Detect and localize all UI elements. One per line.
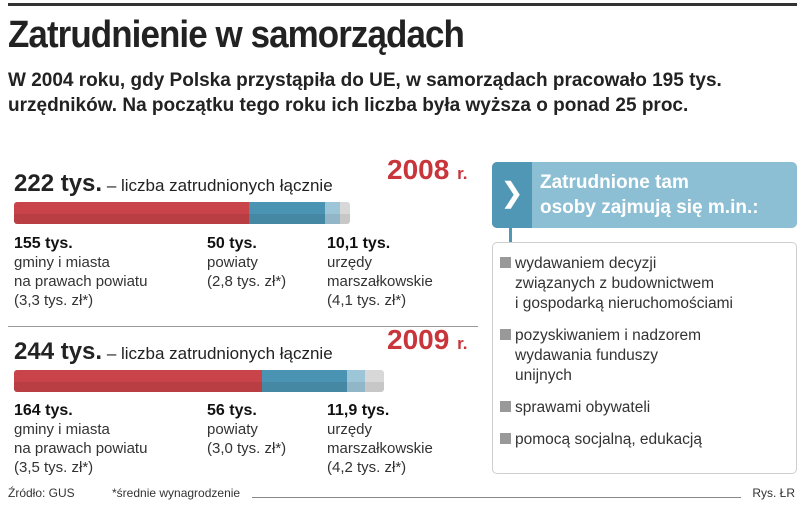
item-text: związanych z budownictwem — [515, 275, 715, 292]
label-gminy-2009: 164 tys. gminy i miasta na prawach powiatu… — [14, 401, 147, 477]
name: urzędy — [327, 254, 373, 271]
total-label: – liczba zatrudnionych łącznie — [106, 176, 333, 195]
salary: (4,2 tys. zł*) — [327, 459, 407, 476]
total-value: 244 tys. — [14, 338, 103, 365]
item-text: unijnych — [515, 367, 572, 384]
item-text: wydawaniem decyzji — [515, 255, 657, 272]
list-item: sprawami obywateli — [500, 398, 790, 418]
name: na prawach powiatu — [14, 440, 148, 457]
page-title: Zatrudnienie w samorządach — [8, 14, 465, 56]
value: 164 tys. — [14, 402, 73, 419]
bullet-icon — [500, 401, 511, 412]
salary: (3,3 tys. zł*) — [14, 292, 94, 309]
side-panel-header — [492, 162, 797, 228]
name: marszałkowskie — [327, 440, 433, 457]
name: marszałkowskie — [327, 273, 433, 290]
value: 56 tys. — [207, 402, 257, 419]
name: powiaty — [207, 421, 258, 438]
year-2009: 2009 r. — [387, 324, 467, 356]
total-value: 222 tys. — [14, 170, 103, 197]
total-2009: 244 tys. – liczba zatrudnionych łącznie — [14, 338, 333, 366]
source: Źródło: GUS — [8, 486, 75, 500]
value: 50 tys. — [207, 235, 257, 252]
year-2008: 2008 r. — [387, 154, 467, 186]
name: urzędy — [327, 421, 373, 438]
year-suffix: r. — [457, 334, 468, 353]
list-item: wydawaniem decyzji związanych z budownict… — [500, 254, 790, 314]
label-urzedy-2009: 11,9 tys. urzędy marszałkowskie (4,2 tys. z… — [327, 401, 433, 477]
bar-segment-2 — [347, 370, 366, 392]
footer-rule — [252, 497, 741, 498]
salary: (2,8 tys. zł*) — [207, 273, 287, 290]
total-2008: 222 tys. – liczba zatrudnionych łącznie — [14, 170, 333, 198]
salary: (3,0 tys. zł*) — [207, 440, 287, 457]
top-rule — [8, 3, 797, 6]
bullet-icon — [500, 257, 511, 268]
title-line: Zatrudnione tam — [540, 172, 689, 193]
item-text: i gospodarką nieruchomościami — [515, 295, 733, 312]
total-label: – liczba zatrudnionych łącznie — [106, 344, 333, 363]
bar-segment-0 — [14, 202, 249, 224]
credit: Rys. ŁR — [752, 486, 795, 500]
item-text: sprawami obywateli — [515, 399, 651, 416]
bar-segment-0 — [14, 370, 263, 392]
divider — [8, 326, 478, 327]
item-text: pozyskiwaniem i nadzorem — [515, 327, 702, 344]
item-text: pomocą socjalną, edukacją — [515, 431, 702, 448]
side-panel-title: Zatrudnione tam osoby zajmują się m.in.: — [540, 170, 759, 220]
item-text: wydawania funduszy — [515, 347, 659, 364]
name: powiaty — [207, 254, 258, 271]
year-label: 2008 — [387, 154, 450, 185]
salary: (3,5 tys. zł*) — [14, 459, 94, 476]
connector — [509, 228, 512, 242]
title-line: osoby zajmują się m.in.: — [540, 197, 759, 218]
list-item: pomocą socjalną, edukacją — [500, 430, 790, 450]
side-panel-box — [492, 242, 797, 474]
bullet-icon — [500, 433, 511, 444]
year-label: 2009 — [387, 324, 450, 355]
footnote: *średnie wynagrodzenie — [112, 486, 241, 500]
bullet-icon — [500, 329, 511, 340]
name: gminy i miasta — [14, 421, 110, 438]
year-suffix: r. — [457, 164, 468, 183]
bar-segment-3 — [339, 202, 351, 224]
name: na prawach powiatu — [14, 273, 148, 290]
value: 155 tys. — [14, 235, 73, 252]
label-powiaty-2009: 56 tys. powiaty (3,0 tys. zł*) — [207, 401, 286, 458]
bar-segment-1 — [248, 202, 325, 224]
salary: (4,1 tys. zł*) — [327, 292, 407, 309]
label-powiaty-2008: 50 tys. powiaty (2,8 tys. zł*) — [207, 234, 286, 291]
value: 10,1 tys. — [327, 235, 391, 252]
bar-segment-2 — [324, 202, 340, 224]
chevron-down-icon: ❯ — [492, 162, 532, 228]
value: 11,9 tys. — [327, 402, 390, 419]
lead-text: W 2004 roku, gdy Polska przystąpiła do U… — [8, 70, 722, 116]
bar-segment-1 — [262, 370, 348, 392]
label-urzedy-2008: 10,1 tys. urzędy marszałkowskie (4,1 tys. z… — [327, 234, 433, 310]
name: gminy i miasta — [14, 254, 110, 271]
list-item: pozyskiwaniem i nadzorem wydawania fundus… — [500, 326, 790, 386]
label-gminy-2008: 155 tys. gminy i miasta na prawach powiatu… — [14, 234, 147, 310]
bar-segment-3 — [365, 370, 384, 392]
